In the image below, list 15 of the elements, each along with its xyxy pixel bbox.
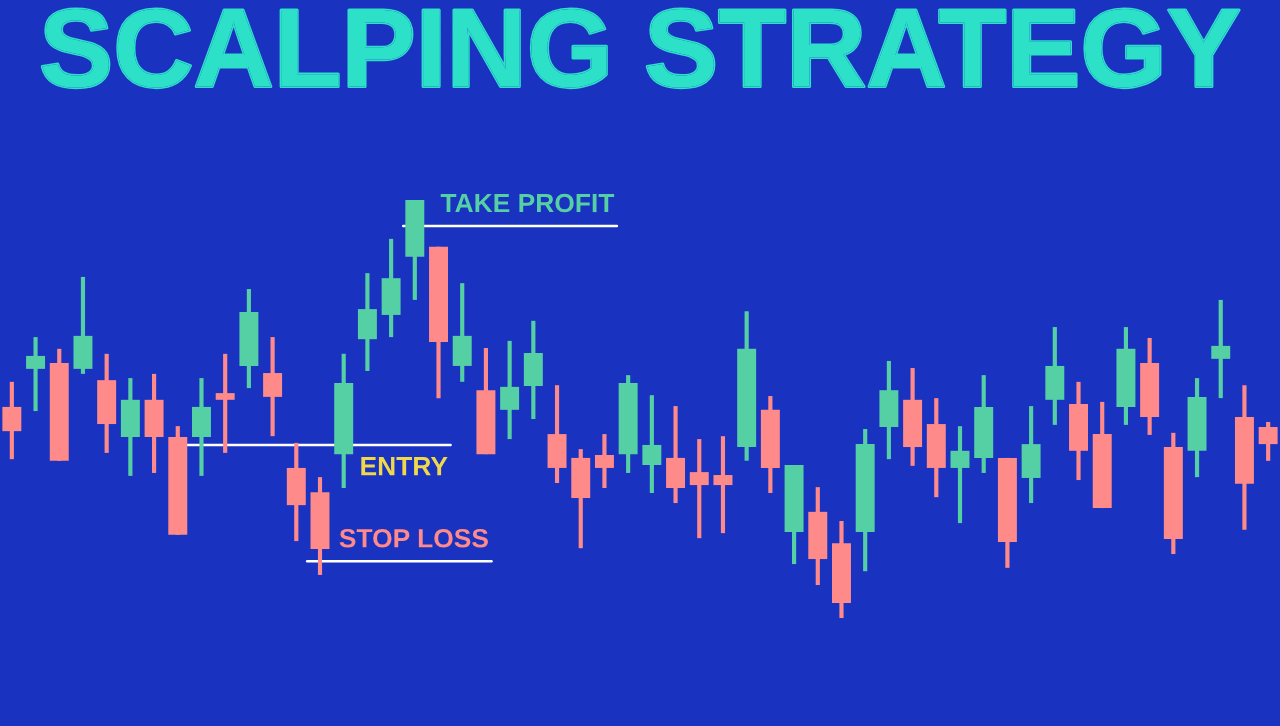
ref-line-label: ENTRY [361,457,448,476]
candlestick [713,436,733,534]
candlestick [950,426,970,524]
chart-title: SCALPING STRATEGY [42,8,1240,88]
candlestick [594,434,614,488]
candlestick [263,337,283,437]
candlestick [1258,421,1278,461]
candlestick [215,353,235,453]
candlestick [500,340,520,440]
ref-line-label: STOP LOSS [339,528,488,548]
candlestick [689,439,709,539]
candlestick [26,337,46,412]
ref-line-label: TAKE PROFIT [440,193,615,213]
candlestick [642,395,662,494]
candlestick [1211,299,1231,399]
